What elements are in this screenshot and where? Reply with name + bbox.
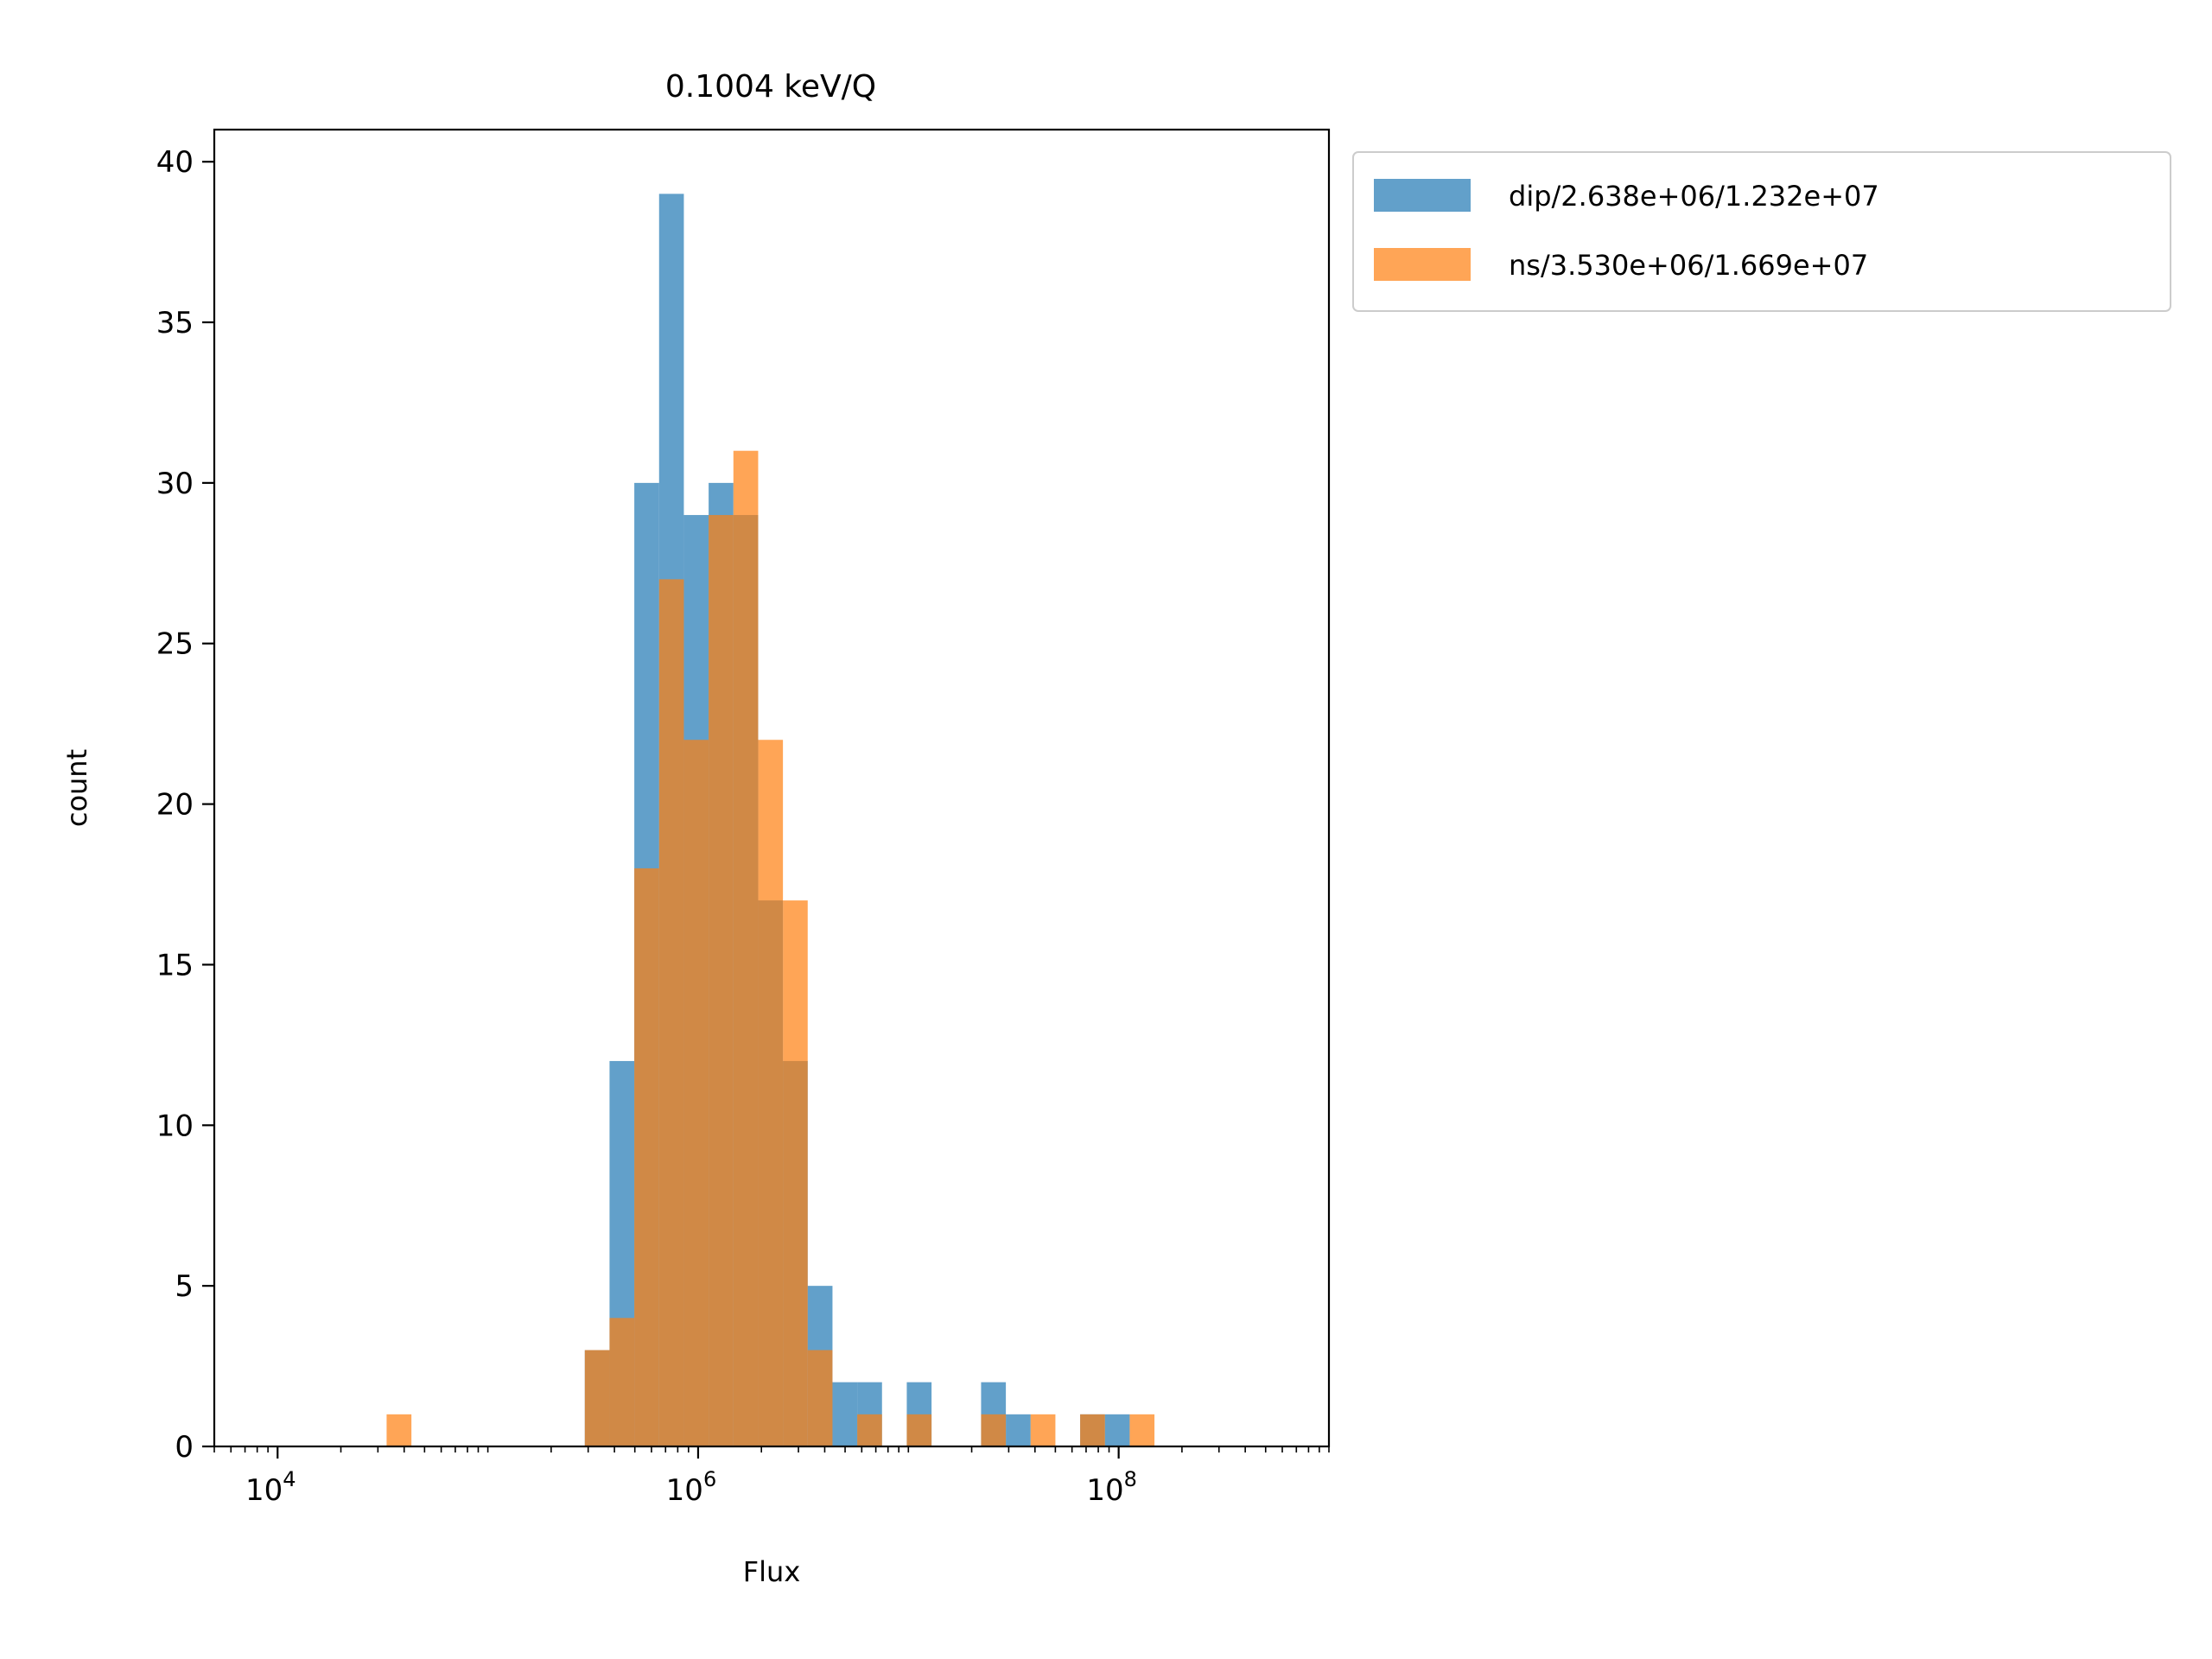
bar — [1129, 1414, 1155, 1446]
y-tick-label: 25 — [156, 627, 194, 662]
plot-frame — [213, 128, 1331, 1448]
bar — [783, 900, 808, 1446]
x-tick-label: 104 — [245, 1467, 296, 1508]
y-tick-label: 15 — [156, 948, 194, 982]
bar — [584, 1350, 610, 1446]
bar — [1030, 1414, 1056, 1446]
bar — [658, 579, 684, 1446]
legend-swatch-ns — [1374, 248, 1471, 281]
y-tick-label: 20 — [156, 788, 194, 823]
x-axis: 104 106 108 — [213, 1446, 1330, 1508]
bar — [1006, 1414, 1031, 1446]
bar — [832, 1382, 858, 1446]
x-tick-label: 106 — [666, 1467, 717, 1508]
histogram-bars — [386, 194, 1155, 1447]
x-axis-label: Flux — [743, 1555, 801, 1588]
x-tick-label: 108 — [1086, 1467, 1137, 1508]
y-tick-label: 40 — [156, 145, 194, 180]
legend-label-ns: ns/3.530e+06/1.669e+07 — [1509, 249, 1868, 282]
y-axis: 0 5 10 15 20 25 30 35 40 — [156, 145, 214, 1465]
y-tick-label: 0 — [175, 1430, 194, 1465]
y-tick-label: 10 — [156, 1109, 194, 1143]
bar — [758, 740, 784, 1446]
y-tick-label: 35 — [156, 306, 194, 340]
bar — [634, 868, 659, 1446]
y-axis-label: count — [60, 749, 93, 827]
bar — [683, 740, 709, 1446]
bar — [807, 1350, 833, 1446]
bar — [609, 1318, 635, 1446]
bar — [733, 450, 759, 1447]
series-1-bars — [386, 450, 1155, 1447]
bar — [1080, 1414, 1105, 1446]
legend-label-dip: dip/2.638e+06/1.232e+07 — [1509, 180, 1879, 213]
bar — [981, 1414, 1007, 1446]
bar — [709, 515, 734, 1446]
legend-swatch-dip — [1374, 179, 1471, 212]
chart-title: 0.1004 keV/Q — [665, 69, 876, 105]
y-tick-label: 30 — [156, 467, 194, 501]
y-tick-label: 5 — [175, 1269, 194, 1304]
legend-box — [1352, 151, 2171, 312]
bar — [857, 1414, 882, 1446]
bar — [1104, 1414, 1130, 1446]
legend: dip/2.638e+06/1.232e+07 ns/3.530e+06/1.6… — [1352, 151, 2171, 312]
bar — [386, 1414, 412, 1446]
bar — [906, 1414, 932, 1446]
